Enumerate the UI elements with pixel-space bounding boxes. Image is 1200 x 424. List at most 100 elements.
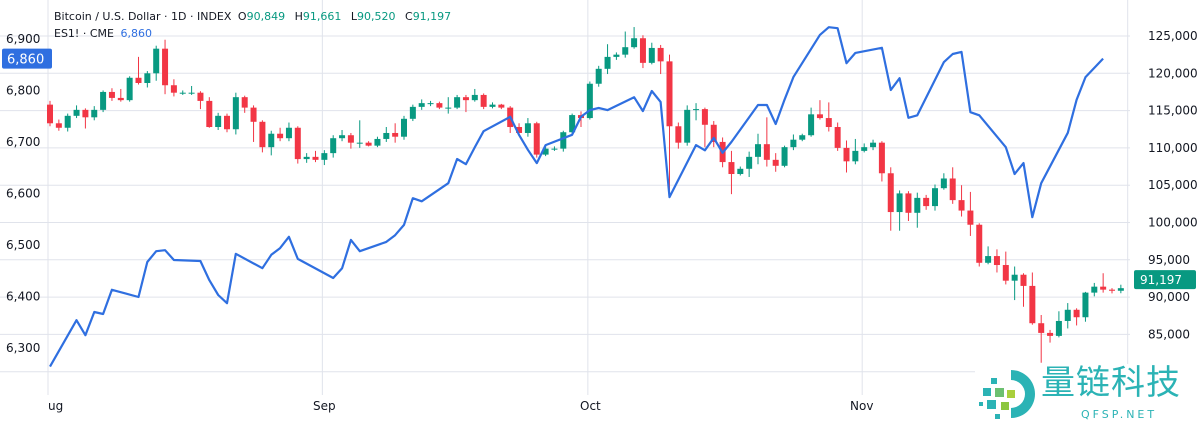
candle-body [825,118,832,128]
candle [206,97,213,128]
candle [436,101,443,110]
candle-body [586,83,593,119]
candle [684,105,691,146]
candle-body [1020,274,1027,286]
candle [365,141,372,147]
candle-body [976,224,983,263]
right-axis-tick: 95,000 [1148,253,1190,267]
es-value: 6,860 [120,27,152,40]
candle-body [206,100,213,128]
candle-body [932,188,938,207]
candle-body [816,114,823,119]
candle-body [1002,265,1009,281]
candle-body [516,127,523,133]
candle [533,121,540,158]
candle-body [224,115,230,130]
candle-body [613,54,620,57]
btc-symbol[interactable]: Bitcoin / U.S. Dollar · 1D · INDEX [54,10,232,23]
candle-body [666,61,673,127]
candle-body [215,115,222,128]
high-label: H91,661 [295,10,345,23]
candle [1091,282,1098,297]
candle-body [1073,309,1080,318]
candle-body [772,159,779,166]
candle [188,85,195,95]
candle [586,81,593,120]
candle [321,150,328,166]
candle-body [277,133,284,139]
candle-body [117,97,124,101]
candle [781,145,788,168]
watermark-logo: 量链科技 QFSP.NET [975,364,1200,424]
candle-body [170,85,177,93]
candle [914,192,921,228]
candle [701,107,708,148]
candle [1002,251,1009,285]
candle [657,44,664,75]
candle [958,185,965,217]
candle-body [418,103,425,107]
candle [170,79,177,97]
left-axis-tick: 6,300 [6,341,40,355]
candle-body [693,109,700,111]
candle [799,133,806,142]
candle [648,42,655,65]
candle [808,107,815,137]
es-value-label: 6,860 [7,53,44,68]
candle [639,35,646,69]
right-axis-tick: 100,000 [1148,216,1198,230]
candle-body [285,127,292,139]
candle [675,122,682,149]
candle-body [675,126,682,143]
candle [82,108,89,129]
candle [312,150,319,163]
high-letter: H [294,10,303,23]
candle-body [82,109,89,118]
candle-body [657,47,664,62]
candle-body [1091,286,1098,293]
candle [454,94,461,110]
candle-body [356,142,363,144]
candle [418,99,425,110]
logo-subtext: QFSP.NET [1081,408,1158,421]
high-value: 91,661 [302,10,342,23]
candle [693,103,700,121]
candle-body [737,168,744,175]
candle [861,143,868,153]
candle [179,90,186,95]
right-axis-tick: 90,000 [1148,290,1190,304]
low-value: 90,520 [357,10,396,23]
candle [852,138,859,165]
candle-body [648,47,655,63]
x-axis-tick: Oct [580,399,601,413]
candle-body [454,97,461,108]
es-line [49,26,1104,368]
candle [834,122,841,151]
candle [73,105,80,119]
left-axis-tick: 6,600 [6,187,40,201]
es-value-badge [2,48,52,69]
x-axis-tick: Sep [313,399,336,413]
candle-body [294,127,301,160]
candle-body [162,48,169,86]
candle [949,167,956,204]
candle-body [701,109,708,125]
candle-body [241,97,248,108]
candle [117,88,124,102]
candle-body [905,193,912,213]
x-axis-tick: Nov [850,399,873,413]
candle-body [153,48,160,74]
last-price-badge [1134,270,1196,290]
candle-body [684,109,691,143]
candle-body [259,121,266,148]
candle-body [993,256,1000,266]
candle [135,56,142,85]
candle [303,153,310,163]
es-symbol[interactable]: ES1! · CME [54,27,114,40]
left-axis-tick: 6,400 [6,290,40,304]
close-value: 91,197 [412,10,452,23]
candle [1055,311,1062,338]
candle [666,54,673,195]
left-axis-tick: 6,500 [6,238,40,252]
